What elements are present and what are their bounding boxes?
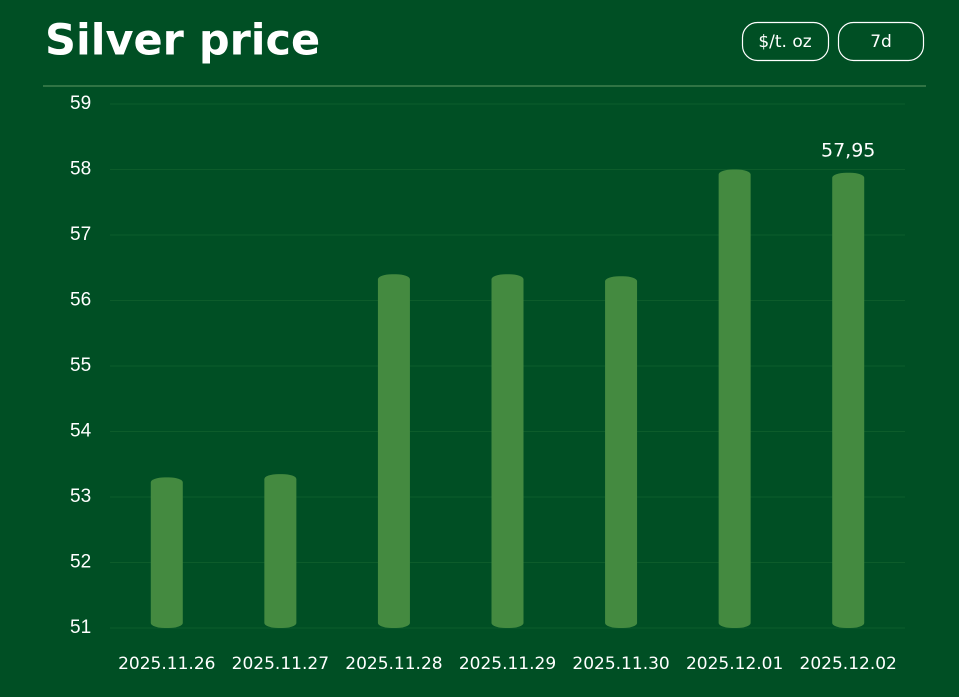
bar <box>491 274 524 628</box>
bar <box>377 274 410 628</box>
bar <box>832 172 865 628</box>
bar <box>605 276 638 628</box>
x-tick-label: 2025.11.26 <box>118 654 215 674</box>
bar <box>718 169 751 628</box>
y-tick-label: 51 <box>70 617 91 638</box>
y-tick-label: 54 <box>70 421 92 442</box>
value-label: 57,95 <box>821 139 875 161</box>
unit-button[interactable] <box>741 21 830 62</box>
y-tick-label: 56 <box>70 290 91 311</box>
x-tick-label: 2025.12.02 <box>800 654 897 674</box>
x-tick-label: 2025.11.30 <box>572 654 669 674</box>
period-button[interactable] <box>837 21 925 62</box>
x-tick-label: 2025.11.29 <box>459 654 556 674</box>
bar <box>264 474 297 628</box>
x-tick-label: 2025.11.28 <box>345 654 442 674</box>
y-tick-label: 53 <box>70 486 91 507</box>
unit-button-label[interactable]: $/t. oz <box>758 32 811 52</box>
x-tick-label: 2025.11.27 <box>232 654 329 674</box>
period-button-label[interactable]: 7d <box>870 32 892 52</box>
y-tick-label: 52 <box>70 552 91 573</box>
x-tick-label: 2025.12.01 <box>686 654 783 674</box>
y-tick-label: 55 <box>70 355 91 376</box>
bar <box>150 477 183 628</box>
y-tick-label: 59 <box>70 93 91 114</box>
chart-title: Silver price <box>45 16 320 66</box>
y-tick-label: 57 <box>70 224 91 245</box>
y-tick-label: 58 <box>70 159 91 180</box>
